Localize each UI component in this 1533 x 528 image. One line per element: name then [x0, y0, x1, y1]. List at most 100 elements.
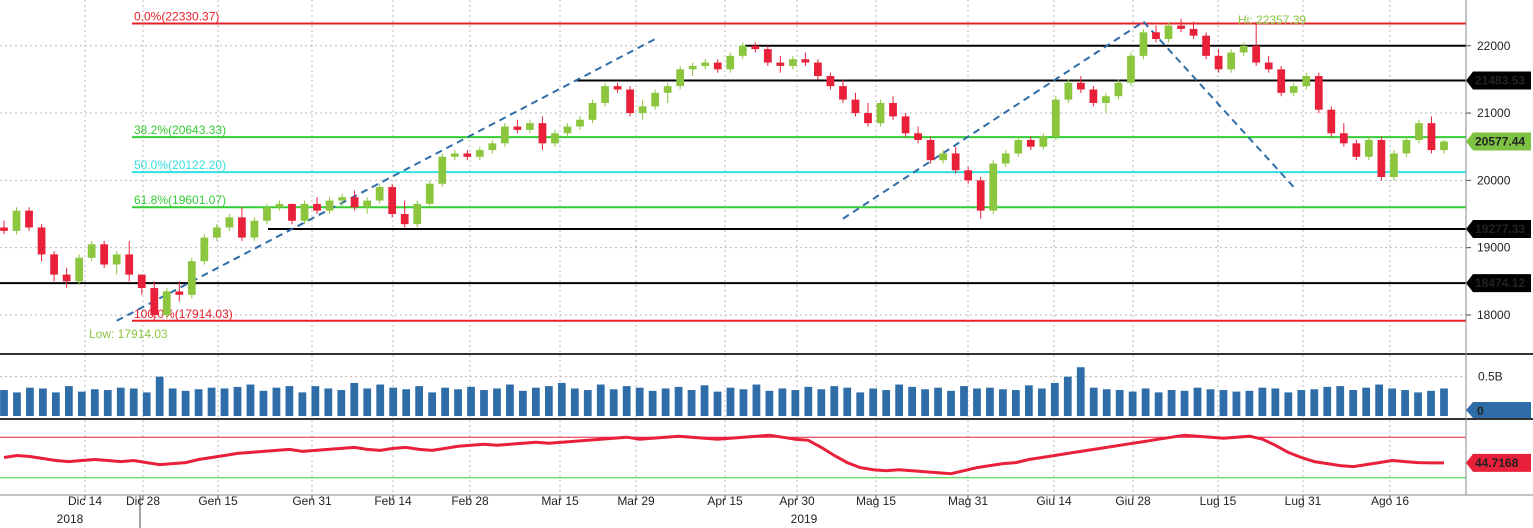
volume-bar	[1362, 387, 1371, 416]
candle-body	[475, 150, 484, 157]
volume-bar	[1388, 388, 1396, 416]
volume-bar	[1167, 390, 1176, 416]
candle-body	[112, 254, 121, 265]
candle-body	[1214, 55, 1223, 70]
volume-bar	[0, 390, 8, 416]
price-badge-bg	[1466, 71, 1531, 90]
volume-bar	[544, 386, 553, 416]
time-tick-label: Mar 15	[541, 494, 579, 508]
candle-body	[100, 244, 109, 265]
candle-body	[1427, 123, 1436, 151]
volume-bar	[493, 388, 501, 416]
volume-bar	[947, 390, 955, 416]
candle-body	[1239, 45, 1248, 53]
volume-bar	[13, 392, 21, 416]
volume-bar	[739, 389, 748, 416]
candle-body	[137, 274, 146, 289]
volume-zero-badge: 0	[1466, 402, 1531, 418]
price-badge-label: 18474.12	[1475, 276, 1525, 290]
volume-bar	[376, 384, 385, 416]
candle-body	[889, 102, 897, 117]
volume-bar	[882, 390, 891, 416]
volume-bar	[77, 391, 86, 416]
candle-body	[1177, 25, 1185, 29]
candle-body	[1352, 143, 1361, 157]
volume-bar	[350, 382, 359, 416]
candle-body	[701, 62, 710, 66]
price-badge-bg	[1466, 274, 1531, 293]
candle-body	[488, 143, 497, 151]
candle-body	[939, 153, 948, 161]
candle-body	[801, 59, 810, 63]
price-badge-label: 20577.44	[1475, 134, 1525, 148]
volume-bar	[415, 386, 424, 416]
volume-bar	[1284, 392, 1293, 416]
price-tick-label: 19000	[1477, 241, 1511, 255]
volume-bar	[648, 390, 657, 416]
candle-body	[601, 86, 609, 103]
candle-body	[563, 126, 572, 134]
candle-body	[663, 86, 672, 93]
candle-body	[0, 227, 8, 231]
volume-bar	[713, 391, 722, 416]
time-tick-label: Feb 14	[374, 494, 412, 508]
candle-body	[876, 102, 885, 124]
volume-bar	[324, 388, 333, 416]
volume-bar	[622, 386, 631, 416]
volume-bar	[90, 389, 99, 416]
volume-bar	[921, 389, 929, 416]
candle-body	[37, 227, 46, 255]
time-tick-label: Dic 28	[126, 494, 160, 508]
volume-bar	[1115, 390, 1124, 416]
candle-body	[1264, 62, 1273, 70]
volume-bar	[817, 389, 826, 416]
trendline	[1142, 21, 1295, 188]
volume-bar	[557, 382, 566, 416]
candle-body	[1402, 139, 1411, 154]
candle-body	[150, 288, 159, 315]
candle-body	[688, 65, 697, 70]
time-tick-label: Lug 15	[1200, 494, 1237, 508]
volume-bar	[804, 386, 813, 416]
candle-body	[901, 116, 910, 134]
volume-bar	[39, 388, 47, 416]
volume-bar	[1427, 390, 1435, 416]
volume-bar	[1245, 390, 1254, 416]
time-tick-label: Feb 28	[451, 494, 489, 508]
candle-body	[1327, 109, 1336, 134]
low-annotation: Low: 17914.03	[89, 327, 168, 341]
rsi-badge: 44.7168	[1466, 453, 1531, 472]
volume-bar	[687, 390, 696, 416]
volume-bar	[999, 389, 1007, 416]
candle-body	[638, 106, 647, 114]
volume-bar	[1128, 391, 1137, 416]
volume-bar	[973, 388, 981, 416]
volume-bar	[207, 387, 216, 416]
volume-bar	[895, 384, 904, 416]
candle-body	[175, 291, 184, 295]
volume-bar	[726, 387, 735, 416]
volume-bar	[1258, 387, 1267, 416]
candle-body	[964, 170, 973, 181]
candle-body	[50, 254, 58, 275]
volume-bar	[1063, 376, 1072, 416]
price-badge: 19277.33	[1466, 220, 1531, 239]
candle-body	[676, 69, 685, 87]
volume-bar	[1271, 388, 1280, 416]
volume-bar	[1141, 388, 1150, 416]
volume-bar	[869, 388, 878, 416]
fibonacci-label: 50.0%(20122.20)	[134, 158, 226, 172]
candle-body	[375, 187, 384, 201]
volume-bar	[856, 392, 865, 416]
candle-body	[363, 200, 372, 208]
trendline	[116, 38, 656, 322]
volume-bar	[1440, 388, 1448, 416]
candle-body	[976, 180, 985, 211]
fibonacci-label: 100.0%(17914.03)	[134, 307, 233, 321]
fibonacci-label: 38.2%(20643.33)	[134, 123, 226, 137]
candle-body	[288, 203, 296, 221]
volume-bar	[246, 384, 255, 416]
candle-body	[851, 99, 860, 114]
volume-bar	[1323, 386, 1332, 416]
candle-body	[626, 89, 634, 114]
